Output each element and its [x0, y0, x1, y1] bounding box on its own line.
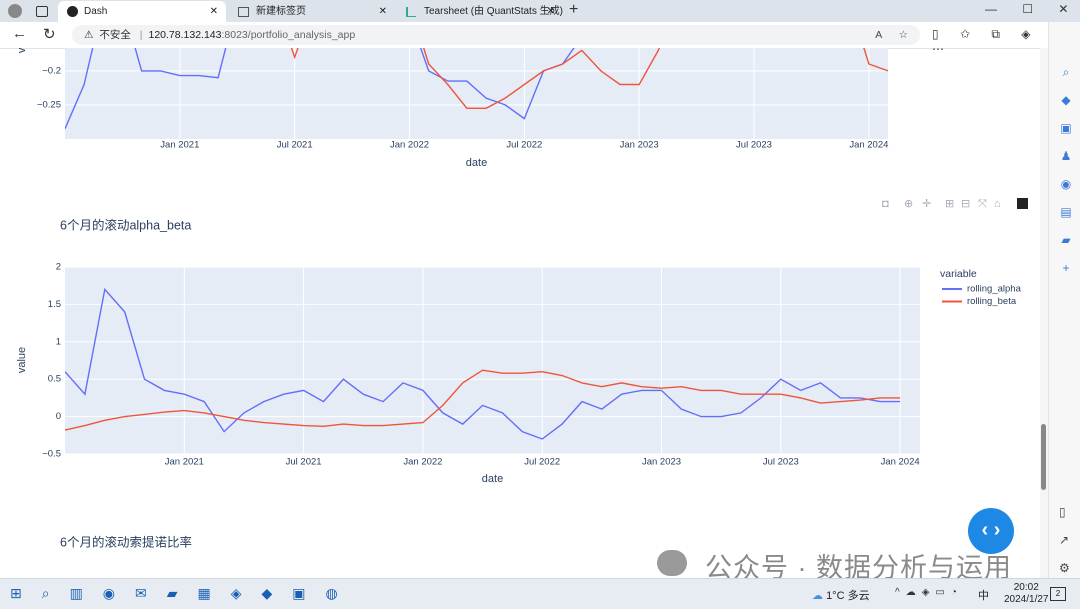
series-group [65, 48, 888, 130]
x-tick-label: Jan 2023 [642, 457, 681, 468]
time: 20:02 [1013, 582, 1039, 593]
line-series [290, 48, 888, 109]
y-tick-label: 1 [56, 336, 61, 347]
charts: 6个月的滚动alpha_beta ◘ ⊕ ✛ ⊞ ⊟ ⤧ ⌂ 6个月的滚动索提诺比率 −0.… [16, 48, 1028, 549]
y-tick-label: 0 [56, 411, 61, 422]
tab-title: Tearsheet (由 QuantStats 生成) [424, 6, 563, 17]
url-host: 120.78.132.143 [148, 29, 222, 41]
x-tick-label: Jan 2021 [160, 140, 199, 151]
tab[interactable]: 新建标签页 ✕ [230, 1, 395, 22]
line-series [65, 48, 575, 130]
line-series [65, 369, 901, 431]
sidebar: ⌕ ◆ ▣ ♟ ◉ ▤ ▰ + ▯ ↗ ⚙ [1048, 22, 1080, 578]
watermark-icon [657, 550, 687, 576]
x-tick-label: Jan 2022 [403, 457, 442, 468]
y-tick-label: −0.25 [37, 99, 61, 110]
tab[interactable]: Tearsheet (由 QuantStats 生成) ✕ [398, 1, 563, 22]
svg-text:⊟: ⊟ [961, 198, 970, 210]
legend-label: rolling_beta [967, 296, 1017, 307]
x-tick-label: Jan 2024 [849, 140, 888, 151]
weather-text: 1°C 多云 [826, 590, 870, 602]
x-axis-label: date [466, 157, 487, 169]
tab-close[interactable]: ✕ [546, 6, 555, 17]
taskbar: ⊞⌕▥◉✉▰▦◈◆▣◍ ☁ 1°C 多云 ^☁◈▭◔ 中 20:02 2024/1… [0, 578, 1080, 609]
y-tick-label: 2 [56, 262, 61, 273]
tab-bar: Dash ✕ 新建标签页 ✕ Tearsheet (由 QuantStats 生成)… [0, 0, 1080, 22]
back-button[interactable]: ← [12, 25, 27, 42]
tab-actions[interactable] [36, 6, 48, 17]
y-tick-label: −0.5 [42, 449, 61, 460]
line-series [65, 287, 901, 440]
x-tick-label: Jul 2023 [736, 140, 772, 151]
notifications[interactable]: 2 [1050, 587, 1066, 601]
x-tick-label: Jan 2023 [620, 140, 659, 151]
clock[interactable]: 20:02 2024/1/27 [1004, 582, 1049, 606]
y-axis-label: value [16, 347, 28, 373]
warning-icon: ⚠ [84, 29, 94, 41]
tab-title: 新建标签页 [256, 6, 306, 17]
taskbar-apps[interactable]: ⊞⌕▥◉✉▰▦◈◆▣◍ [10, 585, 358, 601]
sidebar-bottom-icons[interactable]: ▯ ↗ ⚙ [1059, 505, 1070, 575]
y-tick-label: 1.5 [48, 299, 61, 310]
plot-area [65, 48, 888, 139]
svg-text:⊞: ⊞ [945, 198, 954, 210]
svg-text:⊕: ⊕ [904, 198, 913, 210]
tab-icon [67, 6, 78, 17]
x-tick-label: Jul 2021 [286, 457, 322, 468]
section-title: 6个月的滚动索提诺比率 [60, 534, 192, 549]
tab-close[interactable]: ✕ [209, 6, 218, 17]
security-label: 不安全 [99, 29, 131, 41]
toolbar-icons[interactable]: ▯ ✩ ⧉ ◈ ⋯ [932, 27, 1031, 56]
svg-text:✛: ✛ [922, 198, 931, 210]
x-tick-label: Jan 2024 [881, 457, 920, 468]
plot-area [65, 267, 920, 454]
scrollbar [1040, 48, 1048, 578]
refresh-button[interactable]: ↻ [43, 26, 56, 43]
x-tick-label: Jul 2022 [506, 140, 542, 151]
x-tick-label: Jul 2021 [277, 140, 313, 151]
address-row: ← ↻ ⚠ 不安全 | 120.78.132.143:8023/portfolio… [0, 22, 1048, 56]
address-bar[interactable]: ⚠ 不安全 | 120.78.132.143:8023/portfolio_ana… [72, 25, 920, 45]
sidebar-icons[interactable]: ⌕ ◆ ▣ ♟ ◉ ▤ ▰ + [1060, 65, 1072, 275]
tab-close[interactable]: ✕ [378, 6, 387, 17]
ime[interactable]: 中 [978, 590, 989, 602]
url-path: :8023/portfolio_analysis_app [221, 29, 356, 41]
window-controls[interactable]: — ☐ ✕ [985, 2, 1069, 16]
weather[interactable]: ☁ 1°C 多云 [812, 590, 870, 602]
tab-icon [406, 7, 416, 17]
series-group [65, 287, 901, 440]
x-tick-label: Jul 2023 [763, 457, 799, 468]
legend-label: rolling_alpha [967, 284, 1022, 295]
y-tick-label: −0.2 [42, 65, 61, 76]
x-tick-label: Jan 2021 [165, 457, 204, 468]
profile-icon[interactable] [8, 4, 22, 18]
legend-title: variable [940, 268, 977, 280]
x-tick-label: Jan 2022 [390, 140, 429, 151]
separator: | [139, 29, 143, 41]
svg-text:⌂: ⌂ [994, 198, 1001, 210]
x-axis-label: date [482, 473, 503, 485]
tab[interactable]: Dash ✕ [58, 1, 226, 22]
svg-text:⤧: ⤧ [978, 198, 987, 210]
y-tick-label: 0.5 [48, 374, 61, 385]
x-tick-label: Jul 2022 [524, 457, 560, 468]
chart-title: 6个月的滚动alpha_beta [60, 217, 191, 232]
address-icons[interactable]: A ☆ [875, 29, 908, 41]
page-content: 6个月的滚动alpha_beta ◘ ⊕ ✛ ⊞ ⊟ ⤧ ⌂ 6个月的滚动索提诺比率 −0.… [0, 48, 1040, 578]
svg-text:◘: ◘ [882, 198, 889, 210]
y-axis-label: value [16, 48, 28, 53]
scroll-thumb[interactable] [1041, 424, 1046, 490]
modebar[interactable]: ◘ ⊕ ✛ ⊞ ⊟ ⤧ ⌂ [882, 198, 1028, 210]
floating-button[interactable]: ‹ › [968, 508, 1014, 554]
new-tab[interactable]: + [569, 1, 579, 18]
date: 2024/1/27 [1004, 594, 1049, 605]
tab-icon [238, 7, 249, 17]
tray-icons[interactable]: ^☁◈▭◔ [895, 587, 963, 598]
tab-title: Dash [84, 6, 108, 17]
